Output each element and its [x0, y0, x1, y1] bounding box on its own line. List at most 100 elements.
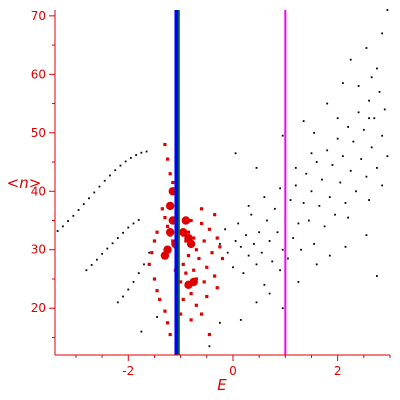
data-point-black [313, 131, 316, 134]
data-point-black [386, 9, 389, 11]
data-point-black [111, 242, 114, 245]
data-point-black [260, 251, 263, 254]
data-point-black [315, 263, 318, 266]
data-point-black [109, 174, 111, 177]
data-point-black [302, 202, 305, 204]
data-point-black [331, 164, 334, 166]
data-point-black [381, 32, 384, 35]
data-point-black [360, 158, 363, 161]
data-point-black [341, 82, 344, 84]
data-point-red-large [186, 239, 196, 249]
data-point-black [132, 281, 135, 283]
data-point-black [255, 301, 258, 304]
data-point-black [218, 242, 221, 245]
data-point-black [135, 154, 138, 156]
data-point-red [171, 180, 175, 185]
data-point-black [85, 269, 88, 272]
data-point-black [77, 209, 80, 211]
data-point-black [334, 213, 336, 216]
data-point-black [263, 283, 266, 286]
data-point-black [339, 181, 342, 184]
data-point-black [95, 258, 98, 261]
data-point-black [247, 254, 250, 257]
y-tick-label: 70 [31, 9, 46, 23]
data-point-red-large [179, 228, 188, 237]
data-point-black [234, 240, 237, 242]
data-point-black [279, 269, 281, 272]
x-axis-label: E [217, 376, 227, 394]
data-point-black [255, 263, 258, 266]
data-point-black [56, 230, 59, 232]
data-point-black [61, 225, 64, 228]
data-point-black [376, 275, 378, 277]
data-point-red [220, 256, 225, 261]
data-point-black [119, 164, 122, 167]
data-point-black [132, 222, 135, 225]
data-point-red [189, 318, 193, 322]
data-point-red [197, 256, 201, 261]
data-point-black [88, 197, 90, 200]
data-point-red [184, 271, 188, 275]
data-point-black [224, 228, 227, 231]
data-point-red-large [165, 201, 175, 211]
data-point-black [318, 204, 321, 207]
data-point-red [186, 253, 191, 258]
data-point-red [168, 172, 172, 176]
data-point-red [199, 221, 204, 226]
data-point-black [281, 307, 284, 310]
data-point-black [302, 120, 305, 123]
data-point-black [368, 99, 370, 102]
data-point-red [210, 251, 214, 255]
data-point-black [365, 175, 368, 178]
data-point-black [289, 199, 292, 201]
data-point-black [386, 155, 389, 158]
data-point-black [357, 85, 360, 87]
data-point-black [321, 178, 323, 181]
data-point-black [336, 117, 339, 120]
data-point-black [129, 157, 132, 159]
data-point-red-large [165, 228, 175, 237]
data-point-red [205, 265, 209, 269]
data-point-black [352, 140, 355, 143]
data-point-black [255, 166, 258, 169]
data-point-red [213, 213, 217, 217]
data-point-black [294, 184, 297, 187]
data-point-black [93, 191, 96, 194]
data-point-black [300, 248, 302, 251]
data-point-black [116, 301, 119, 304]
data-point-black [368, 199, 370, 201]
data-point-red [205, 294, 209, 299]
data-point-black [328, 254, 331, 257]
data-point-black [376, 67, 378, 70]
data-point-red [215, 286, 219, 290]
data-point-black [124, 160, 127, 163]
data-point-black [140, 151, 143, 154]
data-point-red [202, 239, 206, 243]
data-point-black [315, 161, 318, 163]
data-point-black [370, 146, 373, 149]
data-point-red [150, 251, 154, 255]
data-point-black [378, 90, 381, 93]
data-point-black [281, 134, 284, 137]
data-point-red [165, 157, 170, 161]
data-point-black [137, 272, 140, 275]
data-point-black [310, 152, 313, 155]
y-tick-label: 60 [31, 67, 46, 81]
data-point-red [160, 207, 164, 211]
data-point-black [234, 152, 237, 155]
data-point-black [140, 330, 143, 333]
data-point-black [349, 169, 352, 172]
data-point-red [189, 292, 193, 296]
data-point-black [347, 126, 350, 128]
data-point-black [232, 266, 234, 269]
data-point-black [239, 319, 242, 321]
data-point-red [147, 262, 151, 266]
data-point-black [239, 245, 242, 248]
data-point-black [226, 251, 229, 254]
data-point-red [165, 224, 170, 228]
data-point-black [258, 231, 261, 234]
data-point-black [250, 213, 253, 216]
data-point-red-large [184, 280, 193, 290]
y-tick-label: 30 [31, 243, 46, 257]
data-point-red [179, 280, 183, 284]
